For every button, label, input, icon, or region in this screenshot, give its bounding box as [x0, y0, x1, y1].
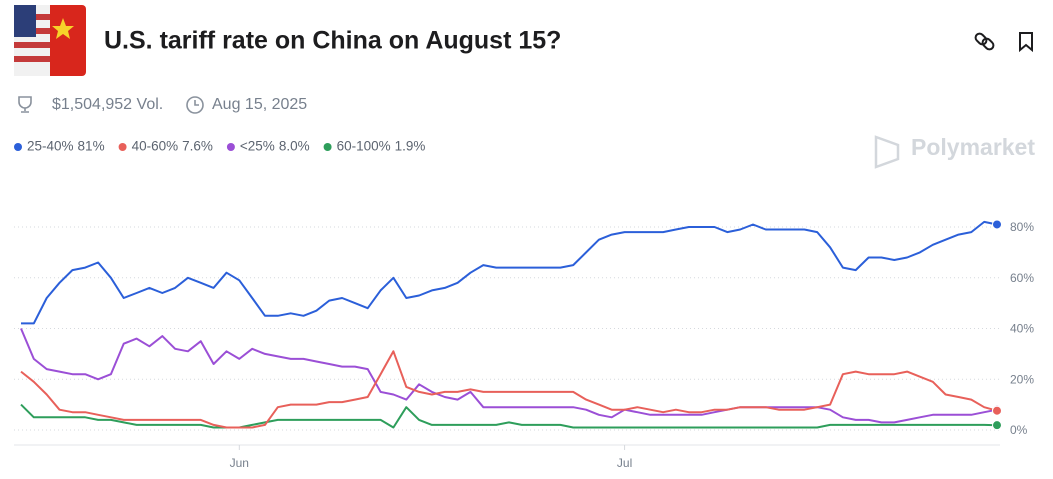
- market-icon: [14, 5, 86, 76]
- watermark-text: Polymarket: [911, 134, 1035, 160]
- trophy-icon: [18, 96, 32, 113]
- legend-label: 40-60%: [132, 139, 179, 154]
- end-dot: [992, 405, 1002, 416]
- legend: 25-40% 81% 40-60% 7.6% <25% 8.0% 60-100% 1.9%: [14, 139, 425, 154]
- series-line: [21, 220, 998, 325]
- legend-label: 25-40%: [27, 139, 74, 154]
- series-line: [20, 350, 998, 429]
- legend-value: 8.0%: [279, 139, 310, 154]
- legend-swatch: [118, 143, 127, 151]
- y-tick-label: 0%: [1010, 423, 1028, 437]
- x-tick-label: Jul: [617, 456, 632, 470]
- market-title: U.S. tariff rate on China on August 15?: [104, 27, 561, 55]
- end-date: Aug 15, 2025: [212, 96, 307, 113]
- y-tick-label: 40%: [1010, 322, 1034, 336]
- link-icon[interactable]: [974, 32, 995, 51]
- legend-swatch: [14, 143, 22, 151]
- y-tick-label: 60%: [1010, 271, 1034, 285]
- legend-value: 7.6%: [182, 139, 213, 154]
- series-line: [20, 403, 998, 429]
- legend-label: <25%: [240, 139, 275, 154]
- series-line: [20, 328, 998, 424]
- legend-value: 1.9%: [395, 139, 426, 154]
- legend-label: 60-100%: [337, 139, 391, 154]
- y-tick-label: 20%: [1010, 372, 1034, 386]
- legend-value: 81%: [78, 139, 105, 154]
- x-tick-label: Jun: [230, 456, 249, 470]
- watermark: Polymarket: [874, 134, 1035, 169]
- clock-icon: [186, 96, 204, 114]
- y-tick-label: 80%: [1010, 220, 1034, 234]
- volume: $1,504,952 Vol.: [52, 96, 163, 113]
- end-dot: [992, 219, 1002, 230]
- legend-swatch: [323, 143, 332, 151]
- bookmark-icon[interactable]: [1019, 32, 1033, 53]
- end-dot: [992, 420, 1002, 431]
- legend-swatch: [226, 143, 235, 151]
